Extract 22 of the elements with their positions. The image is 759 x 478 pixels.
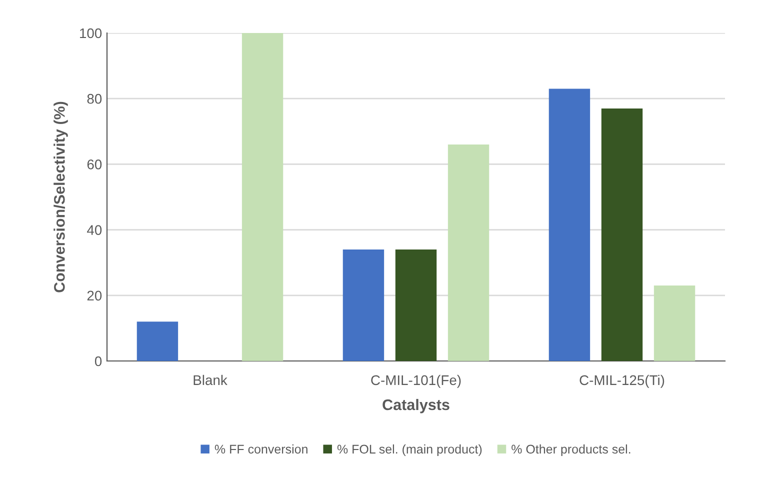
bar (136, 322, 178, 361)
y-axis-title: Conversion/Selectivity (%) (54, 102, 68, 292)
bar (242, 33, 284, 361)
y-tick-label: 40 (87, 225, 102, 235)
y-tick-label: 80 (87, 94, 102, 104)
x-tick-label: C-MIL-125(Ti) (580, 374, 664, 388)
x-tick-label: Blank (194, 374, 228, 386)
y-tick-label: 20 (87, 290, 102, 301)
bar (395, 249, 437, 361)
legend-label: % FOL sel. (main product) (337, 444, 482, 456)
bar (601, 108, 643, 361)
x-tick-label: C-MIL-101(Fe) (371, 374, 461, 388)
bar (548, 88, 590, 361)
y-tick-label: 0 (94, 356, 102, 366)
legend-label: % Other products sel. (512, 444, 630, 456)
legend-label: % FF conversion (214, 444, 308, 454)
y-tick-label: 60 (87, 160, 102, 170)
x-axis-title: Catalysts (382, 398, 450, 414)
bar (342, 249, 384, 361)
bar (448, 144, 490, 361)
y-tick-label: 100 (80, 28, 102, 38)
bar (654, 286, 696, 361)
